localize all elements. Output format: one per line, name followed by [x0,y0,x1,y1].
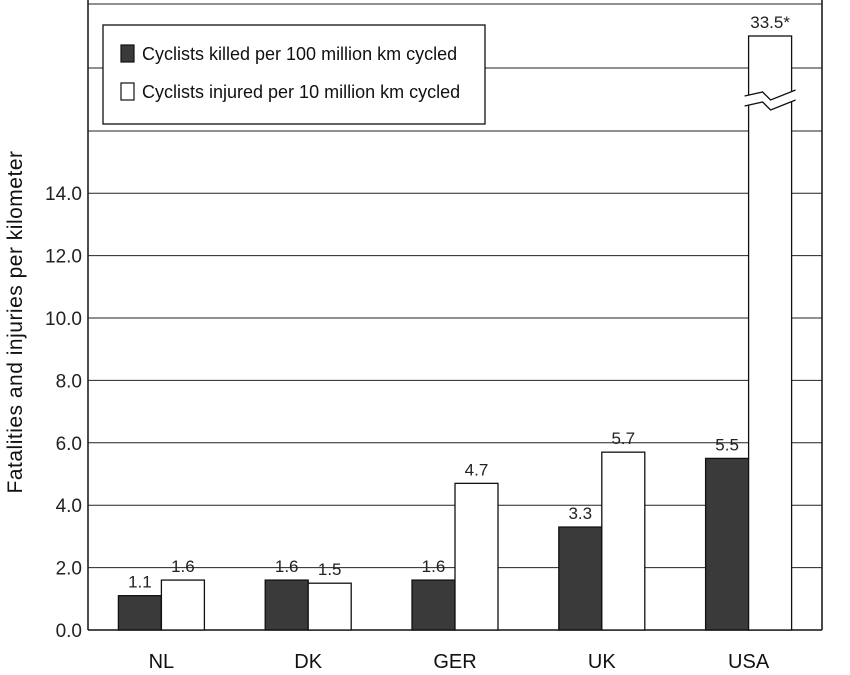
data-label: 3.3 [568,504,592,523]
y-tick-label: 8.0 [56,371,82,392]
data-label: 33.5* [750,13,790,32]
x-category-label: GER [433,651,476,673]
y-tick-label: 4.0 [56,496,82,517]
legend-box [102,24,486,125]
legend-swatch [120,44,135,63]
x-category-label: DK [294,651,322,673]
x-category-label: USA [728,651,770,673]
y-tick-label: 12.0 [45,247,82,268]
bar [454,482,499,631]
bar [704,457,750,631]
y-tick-label: 14.0 [45,184,82,205]
bar [747,35,793,631]
y-axis-label: Fatalities and injuries per kilometer [4,151,27,494]
legend-swatch [120,82,135,101]
data-label: 5.5 [715,435,739,454]
y-tick-label: 0.0 [56,621,82,642]
bars [117,35,796,631]
bar [558,526,603,631]
y-tick-labels: 0.0 2.0 4.0 6.0 8.0 10.0 12.0 14.0 [45,184,82,642]
data-label: 1.6 [171,557,195,576]
bar [307,582,352,631]
axis-break-line [744,89,796,101]
data-label: 1.5 [318,560,342,579]
bar [117,595,163,631]
bar [411,579,456,631]
y-tick-label: 6.0 [56,434,82,455]
legend-entry: Cyclists injured per 10 million km cycle… [142,82,460,102]
y-tick-label: 2.0 [56,559,82,580]
data-label: 5.7 [611,429,635,448]
bar [160,579,206,631]
data-labels: 1.1 1.6 1.6 1.5 1.6 4.7 3.3 5.7 5.5 33.5* [128,13,790,592]
axis-break-line [744,99,796,111]
legend-entry: Cyclists killed per 100 million km cycle… [142,44,457,64]
data-label: 1.6 [422,557,446,576]
bar [601,451,646,631]
data-label: 1.1 [128,573,152,592]
legend: Cyclists killed per 100 million km cycle… [102,24,486,125]
data-label: 1.6 [275,557,299,576]
x-category-label: UK [588,651,616,673]
bar [264,579,309,631]
x-category-label: NL [149,651,175,673]
data-label: 4.7 [465,460,489,479]
x-category-labels: NL DK GER UK USA [149,651,770,673]
y-tick-label: 10.0 [45,309,82,330]
